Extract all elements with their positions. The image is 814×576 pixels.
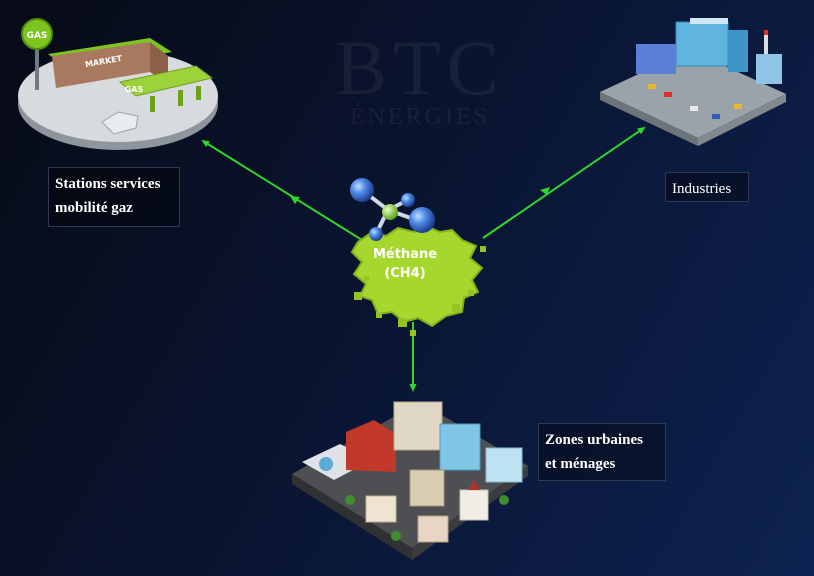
industries-illustration — [600, 18, 786, 146]
stations-label-line2: mobilité gaz — [55, 200, 133, 216]
zones-label-line1: Zones urbaines — [545, 432, 643, 448]
stations-label-box: Stations services mobilité gaz — [48, 167, 180, 227]
zones-label-line2: et ménages — [545, 456, 616, 472]
watermark-logo: BTC — [335, 24, 505, 111]
methane-cloud — [350, 224, 486, 336]
methane-molecule-icon — [350, 178, 435, 241]
gas-station-illustration: GAS MARKET GAS — [18, 18, 218, 150]
arrow-to-stations — [201, 139, 363, 241]
zones-label-box: Zones urbaines et ménages — [538, 423, 666, 481]
industries-label-box: Industries — [665, 172, 749, 202]
methane-label: Méthane — [373, 247, 437, 262]
industries-label: Industries — [672, 181, 732, 197]
btc-energies-watermark: BTC ÉNERGIES — [330, 28, 510, 148]
stations-label-line1: Stations services — [55, 176, 161, 192]
arrow-to-industries — [482, 126, 646, 239]
gas-canopy-sign: GAS — [125, 85, 144, 94]
urban-zones-illustration — [292, 401, 528, 560]
gas-pole-sign: GAS — [27, 31, 48, 41]
watermark-subtitle: ÉNERGIES — [350, 104, 490, 130]
methane-formula-label: (CH4) — [384, 266, 425, 281]
